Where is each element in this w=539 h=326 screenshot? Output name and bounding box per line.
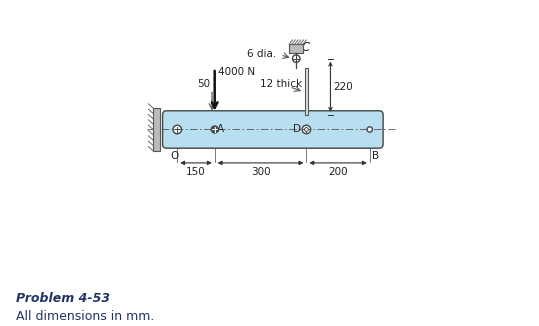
- Circle shape: [305, 127, 308, 131]
- FancyBboxPatch shape: [163, 111, 383, 148]
- Text: 220: 220: [334, 82, 354, 92]
- Circle shape: [367, 127, 372, 132]
- Bar: [289, 44, 303, 53]
- Text: B: B: [372, 151, 379, 161]
- Text: 200: 200: [328, 167, 348, 177]
- Text: O: O: [170, 151, 178, 161]
- Text: C: C: [301, 41, 309, 54]
- Text: All dimensions in mm.: All dimensions in mm.: [16, 310, 155, 323]
- Text: 4000 N: 4000 N: [218, 67, 255, 77]
- Circle shape: [173, 125, 182, 134]
- Text: 50: 50: [197, 79, 211, 89]
- Text: 6 dia.: 6 dia.: [247, 49, 276, 59]
- Text: 150: 150: [186, 167, 206, 177]
- Text: 300: 300: [251, 167, 271, 177]
- Text: 12 thick: 12 thick: [260, 79, 302, 89]
- Bar: [305, 68, 308, 115]
- Text: A: A: [217, 124, 224, 134]
- Circle shape: [302, 125, 310, 134]
- Circle shape: [211, 126, 218, 133]
- Text: Problem 4-53: Problem 4-53: [16, 292, 110, 305]
- Circle shape: [293, 55, 300, 62]
- Bar: [153, 108, 160, 151]
- Text: D: D: [293, 124, 301, 134]
